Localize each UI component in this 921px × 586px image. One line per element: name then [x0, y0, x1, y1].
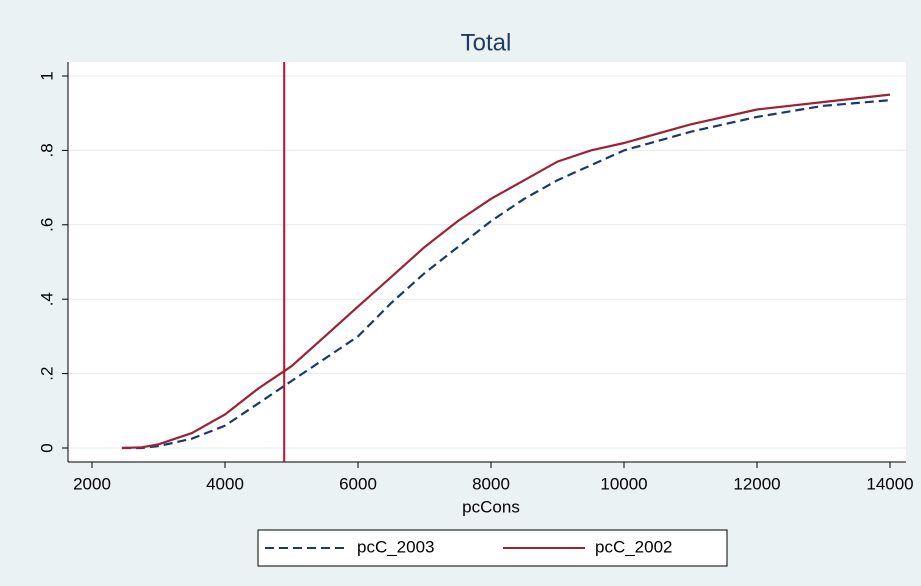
legend-label: pcC_2003 [357, 537, 435, 556]
plot-area [68, 62, 906, 462]
y-tick-label: 0 [37, 443, 56, 452]
x-tick-label: 8000 [472, 474, 510, 493]
x-tick-label: 10000 [600, 474, 647, 493]
y-tick-label: .2 [37, 367, 56, 381]
x-tick-label: 12000 [733, 474, 780, 493]
x-tick-label: 2000 [73, 474, 111, 493]
y-tick-label: .4 [37, 292, 56, 306]
x-tick-label: 14000 [866, 474, 913, 493]
y-tick-label: .8 [37, 143, 56, 157]
series-line [121, 99, 891, 450]
chart-title: Total [461, 29, 512, 56]
x-tick-label: 6000 [339, 474, 377, 493]
x-tick-label: 4000 [206, 474, 244, 493]
y-tick-label: .6 [37, 218, 56, 232]
series-line [121, 93, 891, 450]
x-axis-title: pcCons [462, 497, 520, 516]
y-tick-label: 1 [37, 71, 56, 80]
legend-label: pcC_2002 [595, 537, 673, 556]
